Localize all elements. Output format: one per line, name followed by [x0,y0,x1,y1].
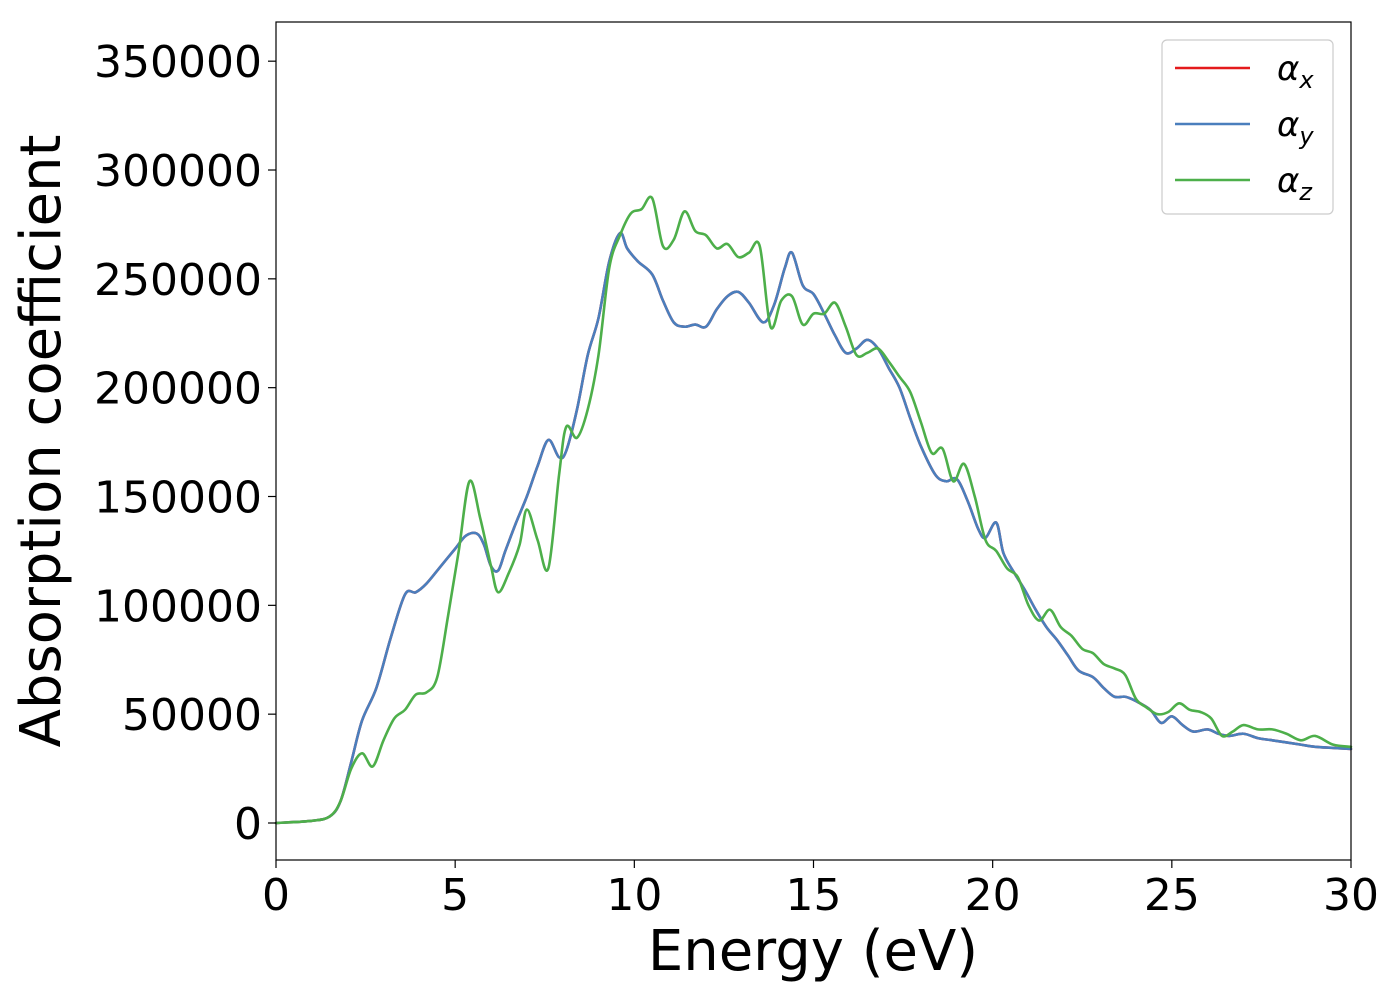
legend-label-z: αz [1277,161,1313,206]
x-tick-label: 20 [965,870,1021,921]
x-tick-label: 10 [606,870,662,921]
x-tick-label: 30 [1323,870,1379,921]
y-tick-label: 0 [234,799,262,850]
x-tick-label: 25 [1144,870,1200,921]
x-axis-title: Energy (eV) [648,919,978,984]
series-layer [274,195,1353,825]
x-axis-ticks: 0 5 10 15 20 25 30 [262,860,1379,921]
y-tick-label: 200000 [94,364,262,415]
y-tick-label: 50000 [122,690,262,741]
legend-label-y: αy [1277,105,1314,150]
y-tick-label: 300000 [94,146,262,197]
y-tick-label: 250000 [94,255,262,306]
x-tick-label: 15 [786,870,842,921]
y-axis-ticks: 0 50000 100000 150000 200000 250000 300000 3500… [94,37,276,850]
legend: αx αy αz [1161,39,1334,215]
legend-box [1161,39,1334,215]
y-tick-label: 150000 [94,473,262,524]
x-tick-label: 5 [441,870,469,921]
x-tick-label: 0 [262,870,290,921]
legend-label-x: αx [1277,49,1314,94]
series-line-z [274,195,1353,825]
y-tick-label: 350000 [94,37,262,88]
y-tick-label: 100000 [94,581,262,632]
y-axis-title: Absorption coefficient [9,135,74,748]
